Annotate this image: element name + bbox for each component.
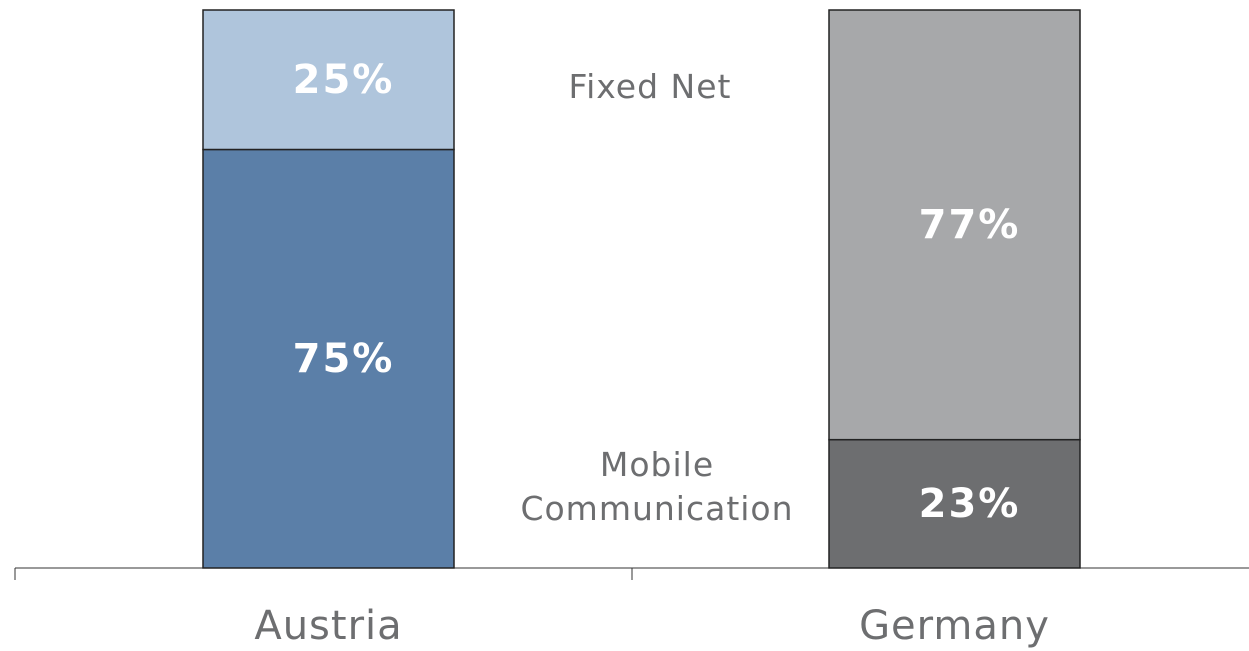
bar-segment (828, 9, 1081, 441)
value-label: 23% (919, 481, 1021, 527)
value-label: 77% (919, 202, 1021, 248)
legend-fixed: Fixed Net (568, 67, 732, 106)
x-tick-label: Austria (254, 603, 402, 649)
legend-mobile: Mobile Communication (520, 445, 794, 528)
bar-segment (828, 438, 1081, 569)
x-tick-label: Germany (859, 603, 1050, 649)
bar-segment (202, 9, 455, 151)
value-label: 75% (293, 336, 395, 382)
bar-segment (202, 148, 455, 569)
value-label: 25% (293, 57, 395, 103)
